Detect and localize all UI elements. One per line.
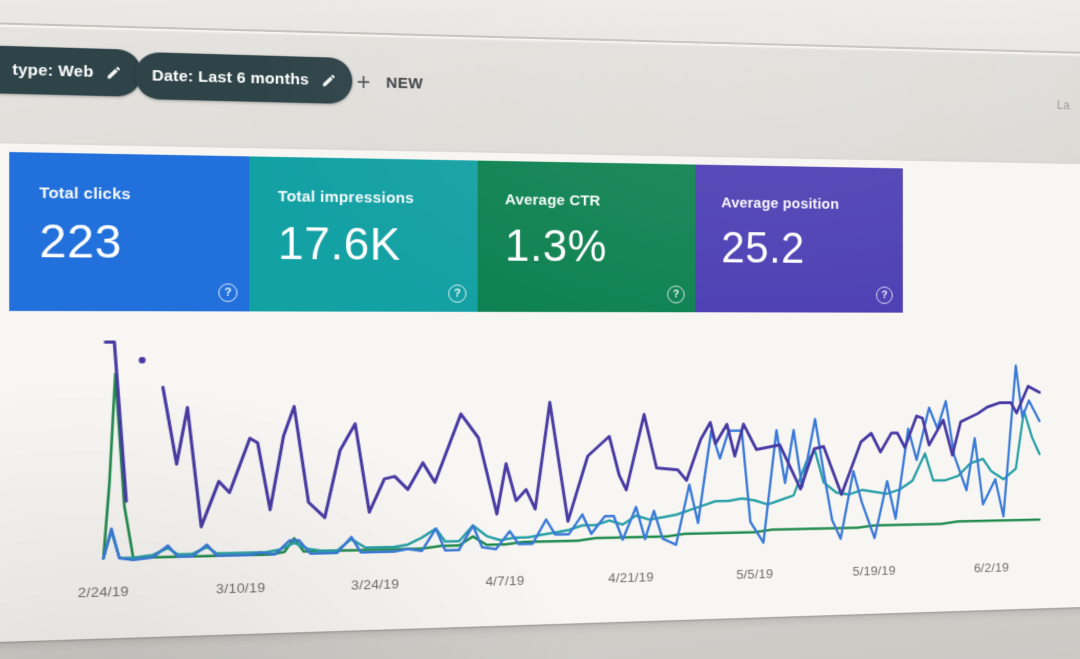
metric-card-total-clicks[interactable]: Total clicks 223 ?	[9, 152, 250, 312]
metric-cards-row: Total clicks 223 ? Total impressions 17.…	[9, 152, 903, 313]
x-axis-label: 3/24/19	[351, 576, 400, 593]
last-updated-text-clipped: La	[1056, 97, 1070, 112]
metric-value: 17.6K	[277, 218, 401, 271]
metric-label: Total impressions	[277, 187, 415, 208]
metric-label: Average position	[721, 194, 840, 213]
metric-value: 25.2	[721, 223, 805, 273]
metric-card-average-position[interactable]: Average position 25.2 ?	[695, 164, 903, 313]
metric-value: 223	[39, 215, 122, 269]
help-icon[interactable]: ?	[876, 286, 893, 304]
metric-card-average-ctr[interactable]: Average CTR 1.3% ?	[477, 160, 696, 313]
edit-icon[interactable]	[106, 65, 122, 81]
metric-value: 1.3%	[504, 221, 607, 272]
chart-area	[98, 330, 1048, 572]
edit-icon[interactable]	[321, 73, 337, 89]
series-impressions-point	[138, 356, 146, 364]
metric-label: Average CTR	[504, 191, 601, 210]
filter-chip-label: Date: Last 6 months	[151, 66, 310, 89]
help-icon[interactable]: ?	[448, 284, 467, 303]
new-button-label: NEW	[386, 73, 424, 93]
series-impressions	[163, 382, 1040, 530]
new-filter-button[interactable]: + NEW	[357, 64, 424, 100]
help-icon[interactable]: ?	[218, 283, 238, 303]
help-icon[interactable]: ?	[667, 285, 685, 304]
x-axis-label: 3/10/19	[215, 579, 266, 597]
series-ctr	[103, 411, 1039, 559]
performance-chart	[98, 330, 1048, 572]
x-axis-label: 2/24/19	[77, 583, 129, 601]
metric-card-total-impressions[interactable]: Total impressions 17.6K ?	[249, 156, 478, 312]
x-axis-label: 5/19/19	[852, 562, 896, 579]
series-clicks	[103, 366, 1039, 561]
x-axis-label: 4/21/19	[608, 569, 654, 586]
filter-chip-label: type: Web	[12, 60, 94, 82]
x-axis-label: 4/7/19	[485, 572, 525, 589]
x-axis-label: 5/5/19	[736, 566, 774, 582]
x-axis-label: 6/2/19	[973, 559, 1009, 576]
filter-chip-search-type[interactable]: type: Web	[0, 42, 142, 97]
performance-panel: Total clicks 223 ? Total impressions 17.…	[0, 141, 1080, 646]
filter-chip-date[interactable]: Date: Last 6 months	[135, 51, 353, 105]
plus-icon: +	[356, 67, 371, 95]
metric-label: Total clicks	[39, 184, 131, 204]
